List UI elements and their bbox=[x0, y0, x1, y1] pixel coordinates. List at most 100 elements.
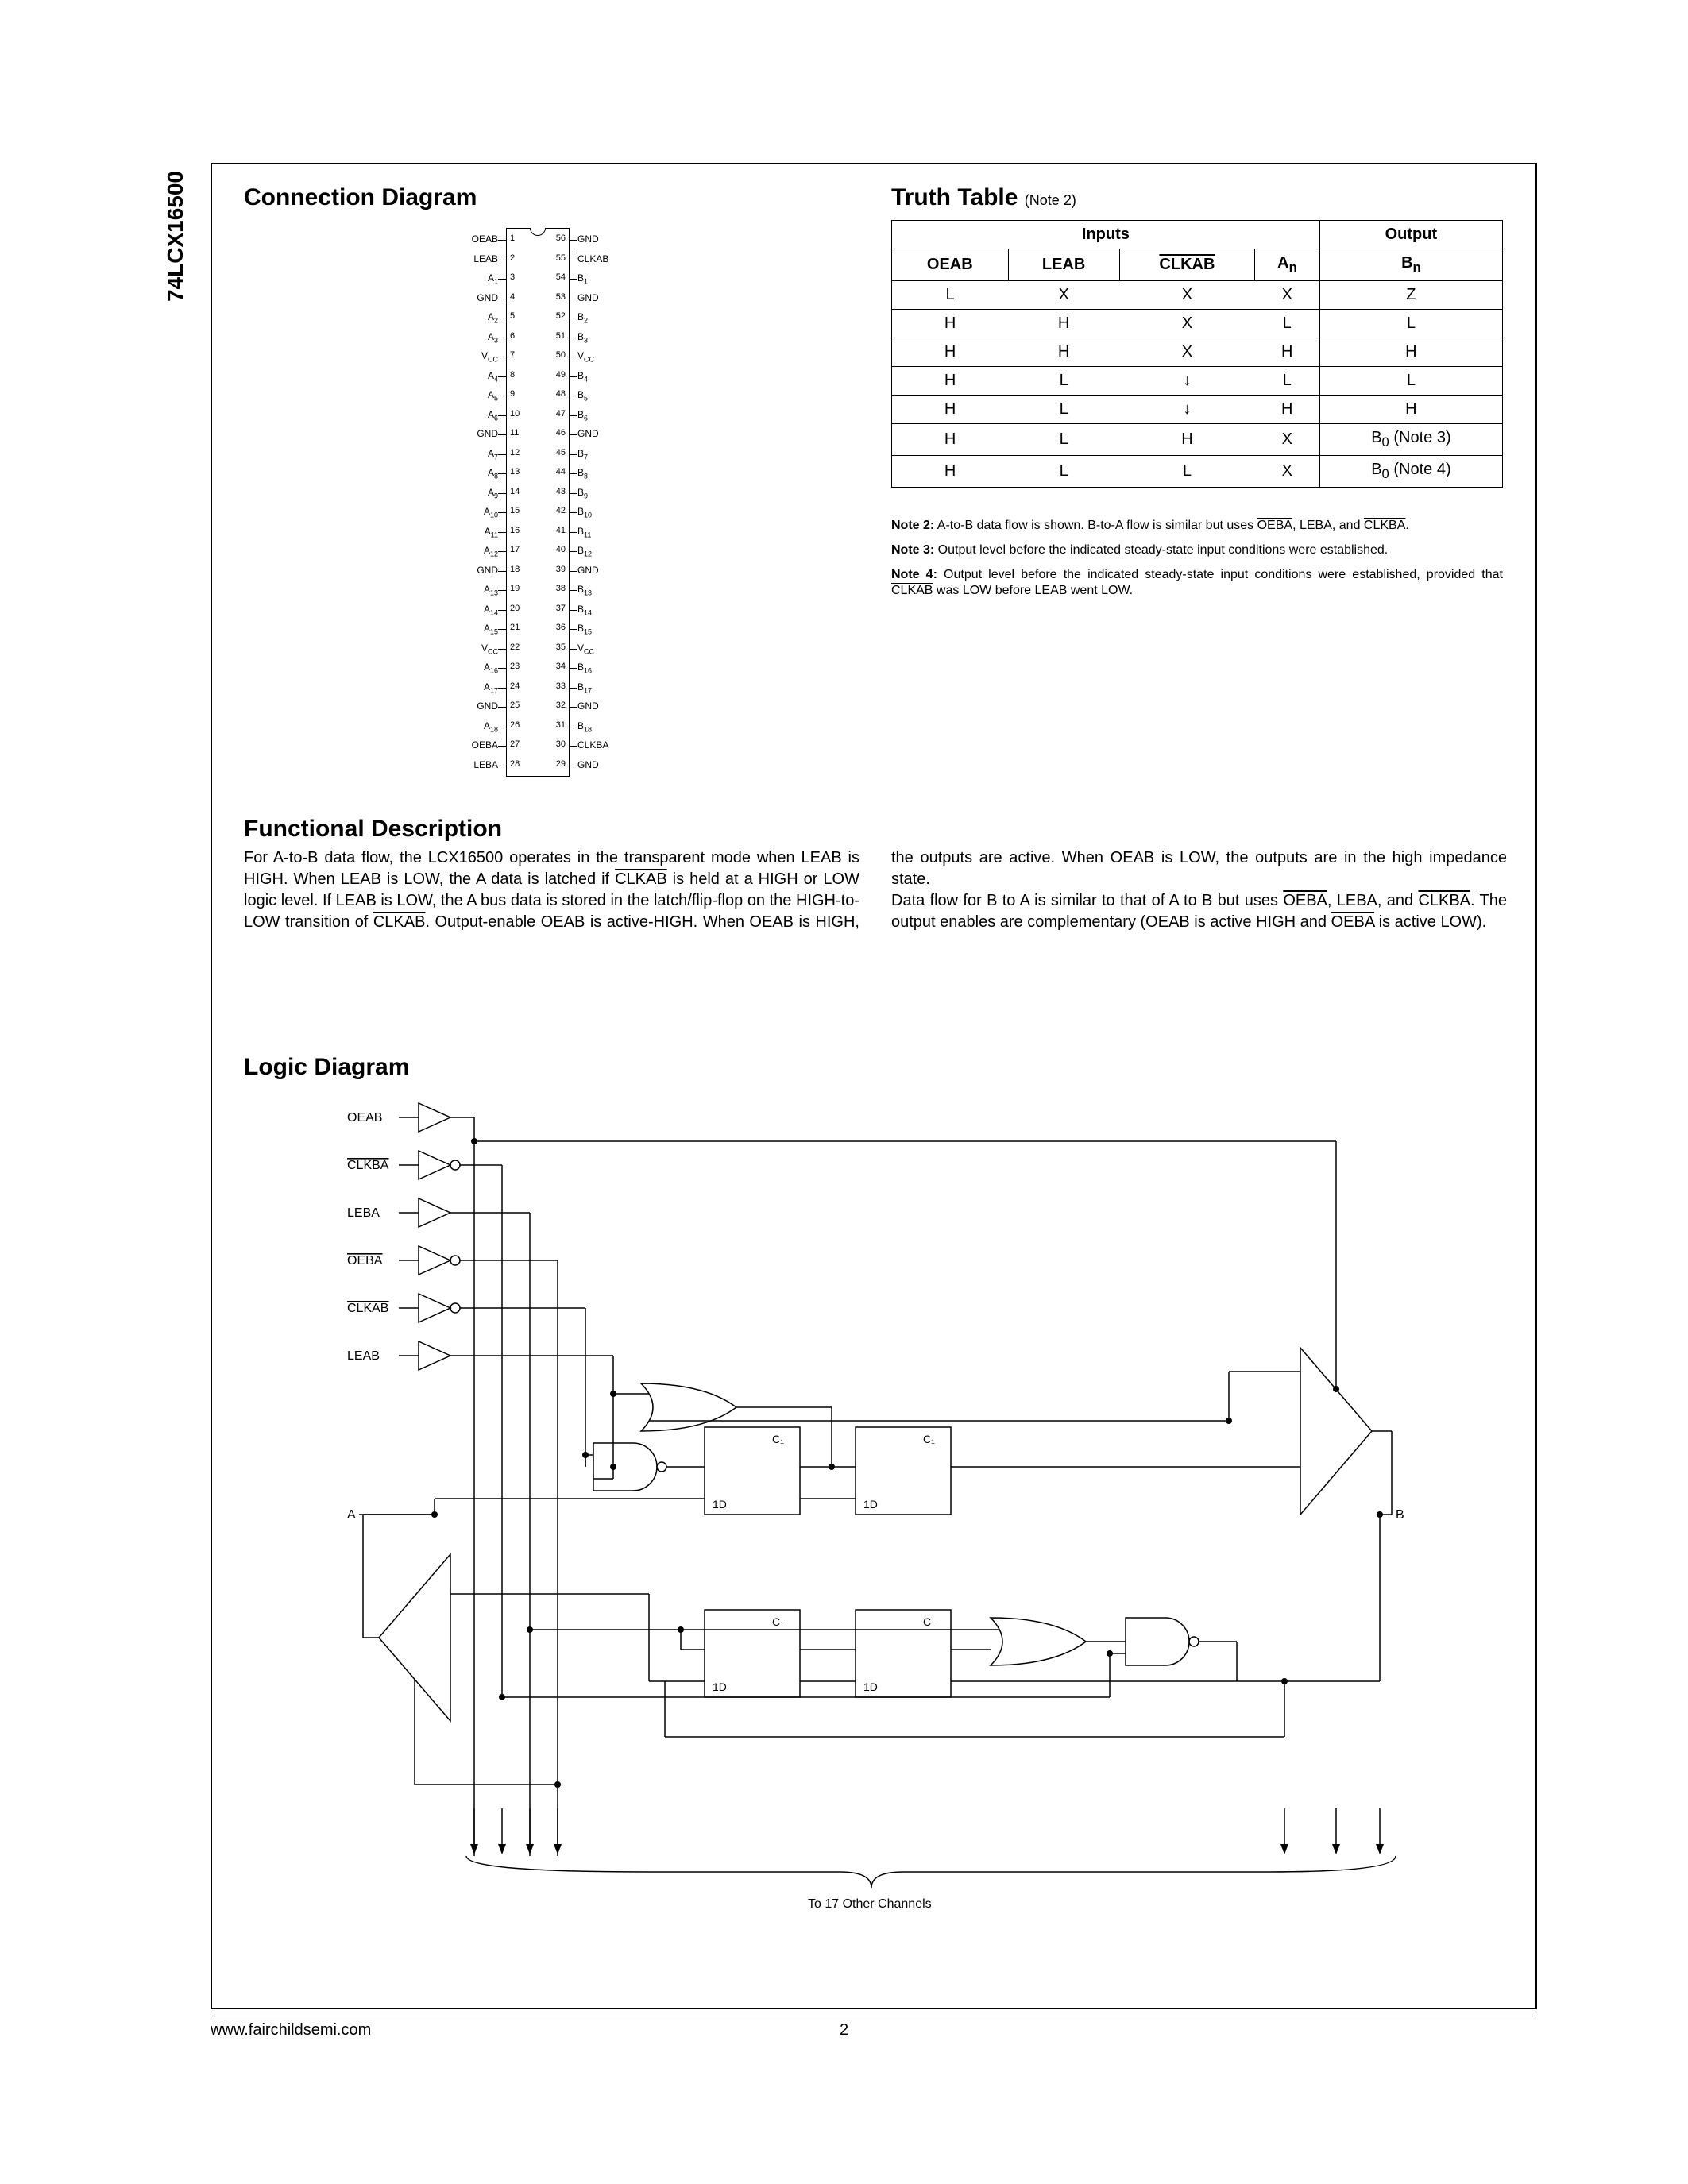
part-number: 74LCX16500 bbox=[163, 171, 188, 302]
pin-right-45: 45B7 bbox=[347, 446, 728, 465]
pin-right-29: 29GND bbox=[347, 757, 728, 776]
connection-diagram-header: Connection Diagram bbox=[244, 184, 477, 211]
truth-col-2: CLKAB bbox=[1119, 249, 1255, 281]
truth-cell: H bbox=[1319, 338, 1502, 367]
truth-cell: X bbox=[1255, 424, 1320, 456]
truth-cell: X bbox=[1008, 281, 1119, 310]
truth-table-notes: Note 2: A-to-B data flow is shown. B-to-… bbox=[891, 518, 1503, 608]
svg-text:C₁: C₁ bbox=[772, 1615, 784, 1628]
truth-cell: L bbox=[1008, 456, 1119, 488]
svg-text:C₁: C₁ bbox=[772, 1433, 784, 1445]
logic-port-b-label: B bbox=[1396, 1508, 1404, 1522]
truth-cell: H bbox=[892, 310, 1009, 338]
logic-input-label-0: OEAB bbox=[347, 1111, 382, 1125]
truth-row-5: HLHXB0 (Note 3) bbox=[892, 424, 1503, 456]
truth-cell: X bbox=[1119, 281, 1255, 310]
truth-cell: X bbox=[1119, 338, 1255, 367]
logic-diagram-header: Logic Diagram bbox=[244, 1054, 409, 1081]
truth-cell: X bbox=[1255, 456, 1320, 488]
truth-row-0: LXXXZ bbox=[892, 281, 1503, 310]
truth-cell: L bbox=[1008, 367, 1119, 396]
note-4: Note 4: Output level before the indicate… bbox=[891, 567, 1503, 600]
logic-input-label-4: CLKAB bbox=[347, 1302, 388, 1315]
footer-page-number: 2 bbox=[0, 2021, 1688, 2039]
func-desc-text: For A-to-B data flow, the LCX16500 opera… bbox=[244, 849, 1507, 931]
logic-input-label-5: LEAB bbox=[347, 1349, 380, 1363]
pin-right-53: 53GND bbox=[347, 290, 728, 309]
connection-diagram: OEAB1LEAB2A13GND4A25A36VCC7A48A59A610GND… bbox=[347, 220, 728, 792]
truth-table-note-ref: (Note 2) bbox=[1025, 192, 1076, 208]
pin-right-55: 55CLKAB bbox=[347, 251, 728, 270]
truth-cell: H bbox=[892, 367, 1009, 396]
pin-right-30: 30CLKBA bbox=[347, 737, 728, 756]
truth-table-inputs-header: Inputs bbox=[892, 221, 1320, 249]
svg-text:C₁: C₁ bbox=[923, 1615, 935, 1628]
pin-right-42: 42B10 bbox=[347, 504, 728, 523]
truth-cell: H bbox=[892, 396, 1009, 424]
truth-cell: L bbox=[1119, 456, 1255, 488]
truth-cell: H bbox=[892, 456, 1009, 488]
note-3: Note 3: Output level before the indicate… bbox=[891, 542, 1503, 559]
truth-cell: L bbox=[1255, 367, 1320, 396]
truth-cell: L bbox=[1008, 396, 1119, 424]
truth-cell: ↓ bbox=[1119, 396, 1255, 424]
truth-cell: X bbox=[1255, 281, 1320, 310]
pin-right-56: 56GND bbox=[347, 231, 728, 250]
truth-cell: H bbox=[1008, 338, 1119, 367]
truth-cell: H bbox=[892, 424, 1009, 456]
functional-description-header: Functional Description bbox=[244, 816, 502, 843]
pin-right-43: 43B9 bbox=[347, 484, 728, 504]
truth-table: Inputs Output OEABLEABCLKABAnBn LXXXZHHX… bbox=[891, 220, 1503, 488]
truth-cell: H bbox=[1119, 424, 1255, 456]
truth-cell: L bbox=[892, 281, 1009, 310]
pin-right-39: 39GND bbox=[347, 562, 728, 581]
logic-input-label-1: CLKBA bbox=[347, 1159, 389, 1172]
truth-cell: Z bbox=[1319, 281, 1502, 310]
logic-port-a-label: A bbox=[347, 1508, 356, 1522]
truth-row-6: HLLXB0 (Note 4) bbox=[892, 456, 1503, 488]
truth-cell: L bbox=[1319, 310, 1502, 338]
note-2: Note 2: A-to-B data flow is shown. B-to-… bbox=[891, 518, 1503, 534]
truth-cell: H bbox=[892, 338, 1009, 367]
page-frame: Connection Diagram Truth Table (Note 2) … bbox=[211, 163, 1537, 2009]
functional-description-body: For A-to-B data flow, the LCX16500 opera… bbox=[244, 847, 1507, 933]
svg-text:1D: 1D bbox=[713, 1498, 727, 1511]
truth-cell: H bbox=[1319, 396, 1502, 424]
truth-col-1: LEAB bbox=[1008, 249, 1119, 281]
truth-table-header: Truth Table (Note 2) bbox=[891, 184, 1076, 211]
pin-right-47: 47B6 bbox=[347, 407, 728, 426]
pin-right-33: 33B17 bbox=[347, 679, 728, 698]
svg-text:1D: 1D bbox=[713, 1680, 727, 1693]
pin-right-35: 35VCC bbox=[347, 640, 728, 659]
truth-cell: X bbox=[1119, 310, 1255, 338]
truth-cell: H bbox=[1008, 310, 1119, 338]
pin-right-52: 52B2 bbox=[347, 309, 728, 328]
pin-right-40: 40B12 bbox=[347, 542, 728, 561]
svg-text:C₁: C₁ bbox=[923, 1433, 935, 1445]
pin-right-50: 50VCC bbox=[347, 348, 728, 367]
svg-text:1D: 1D bbox=[863, 1498, 878, 1511]
truth-cell: L bbox=[1319, 367, 1502, 396]
pin-right-38: 38B13 bbox=[347, 581, 728, 600]
truth-row-2: HHXHH bbox=[892, 338, 1503, 367]
pin-right-32: 32GND bbox=[347, 698, 728, 717]
truth-cell: L bbox=[1255, 310, 1320, 338]
pin-right-46: 46GND bbox=[347, 426, 728, 445]
pin-right-48: 48B5 bbox=[347, 387, 728, 406]
logic-footer-text: To 17 Other Channels bbox=[808, 1897, 932, 1911]
truth-cell: B0 (Note 3) bbox=[1319, 424, 1502, 456]
logic-input-label-3: OEBA bbox=[347, 1254, 383, 1268]
truth-cell: L bbox=[1008, 424, 1119, 456]
truth-col-3: An bbox=[1255, 249, 1320, 281]
pin-right-51: 51B3 bbox=[347, 329, 728, 348]
truth-row-4: HL↓HH bbox=[892, 396, 1503, 424]
truth-table-output-header: Output bbox=[1319, 221, 1502, 249]
truth-cell: H bbox=[1255, 338, 1320, 367]
pin-right-54: 54B1 bbox=[347, 270, 728, 289]
truth-cell: ↓ bbox=[1119, 367, 1255, 396]
truth-col-0: OEAB bbox=[892, 249, 1009, 281]
truth-cell: B0 (Note 4) bbox=[1319, 456, 1502, 488]
logic-input-label-2: LEBA bbox=[347, 1206, 380, 1220]
pin-right-37: 37B14 bbox=[347, 601, 728, 620]
pin-right-44: 44B8 bbox=[347, 465, 728, 484]
